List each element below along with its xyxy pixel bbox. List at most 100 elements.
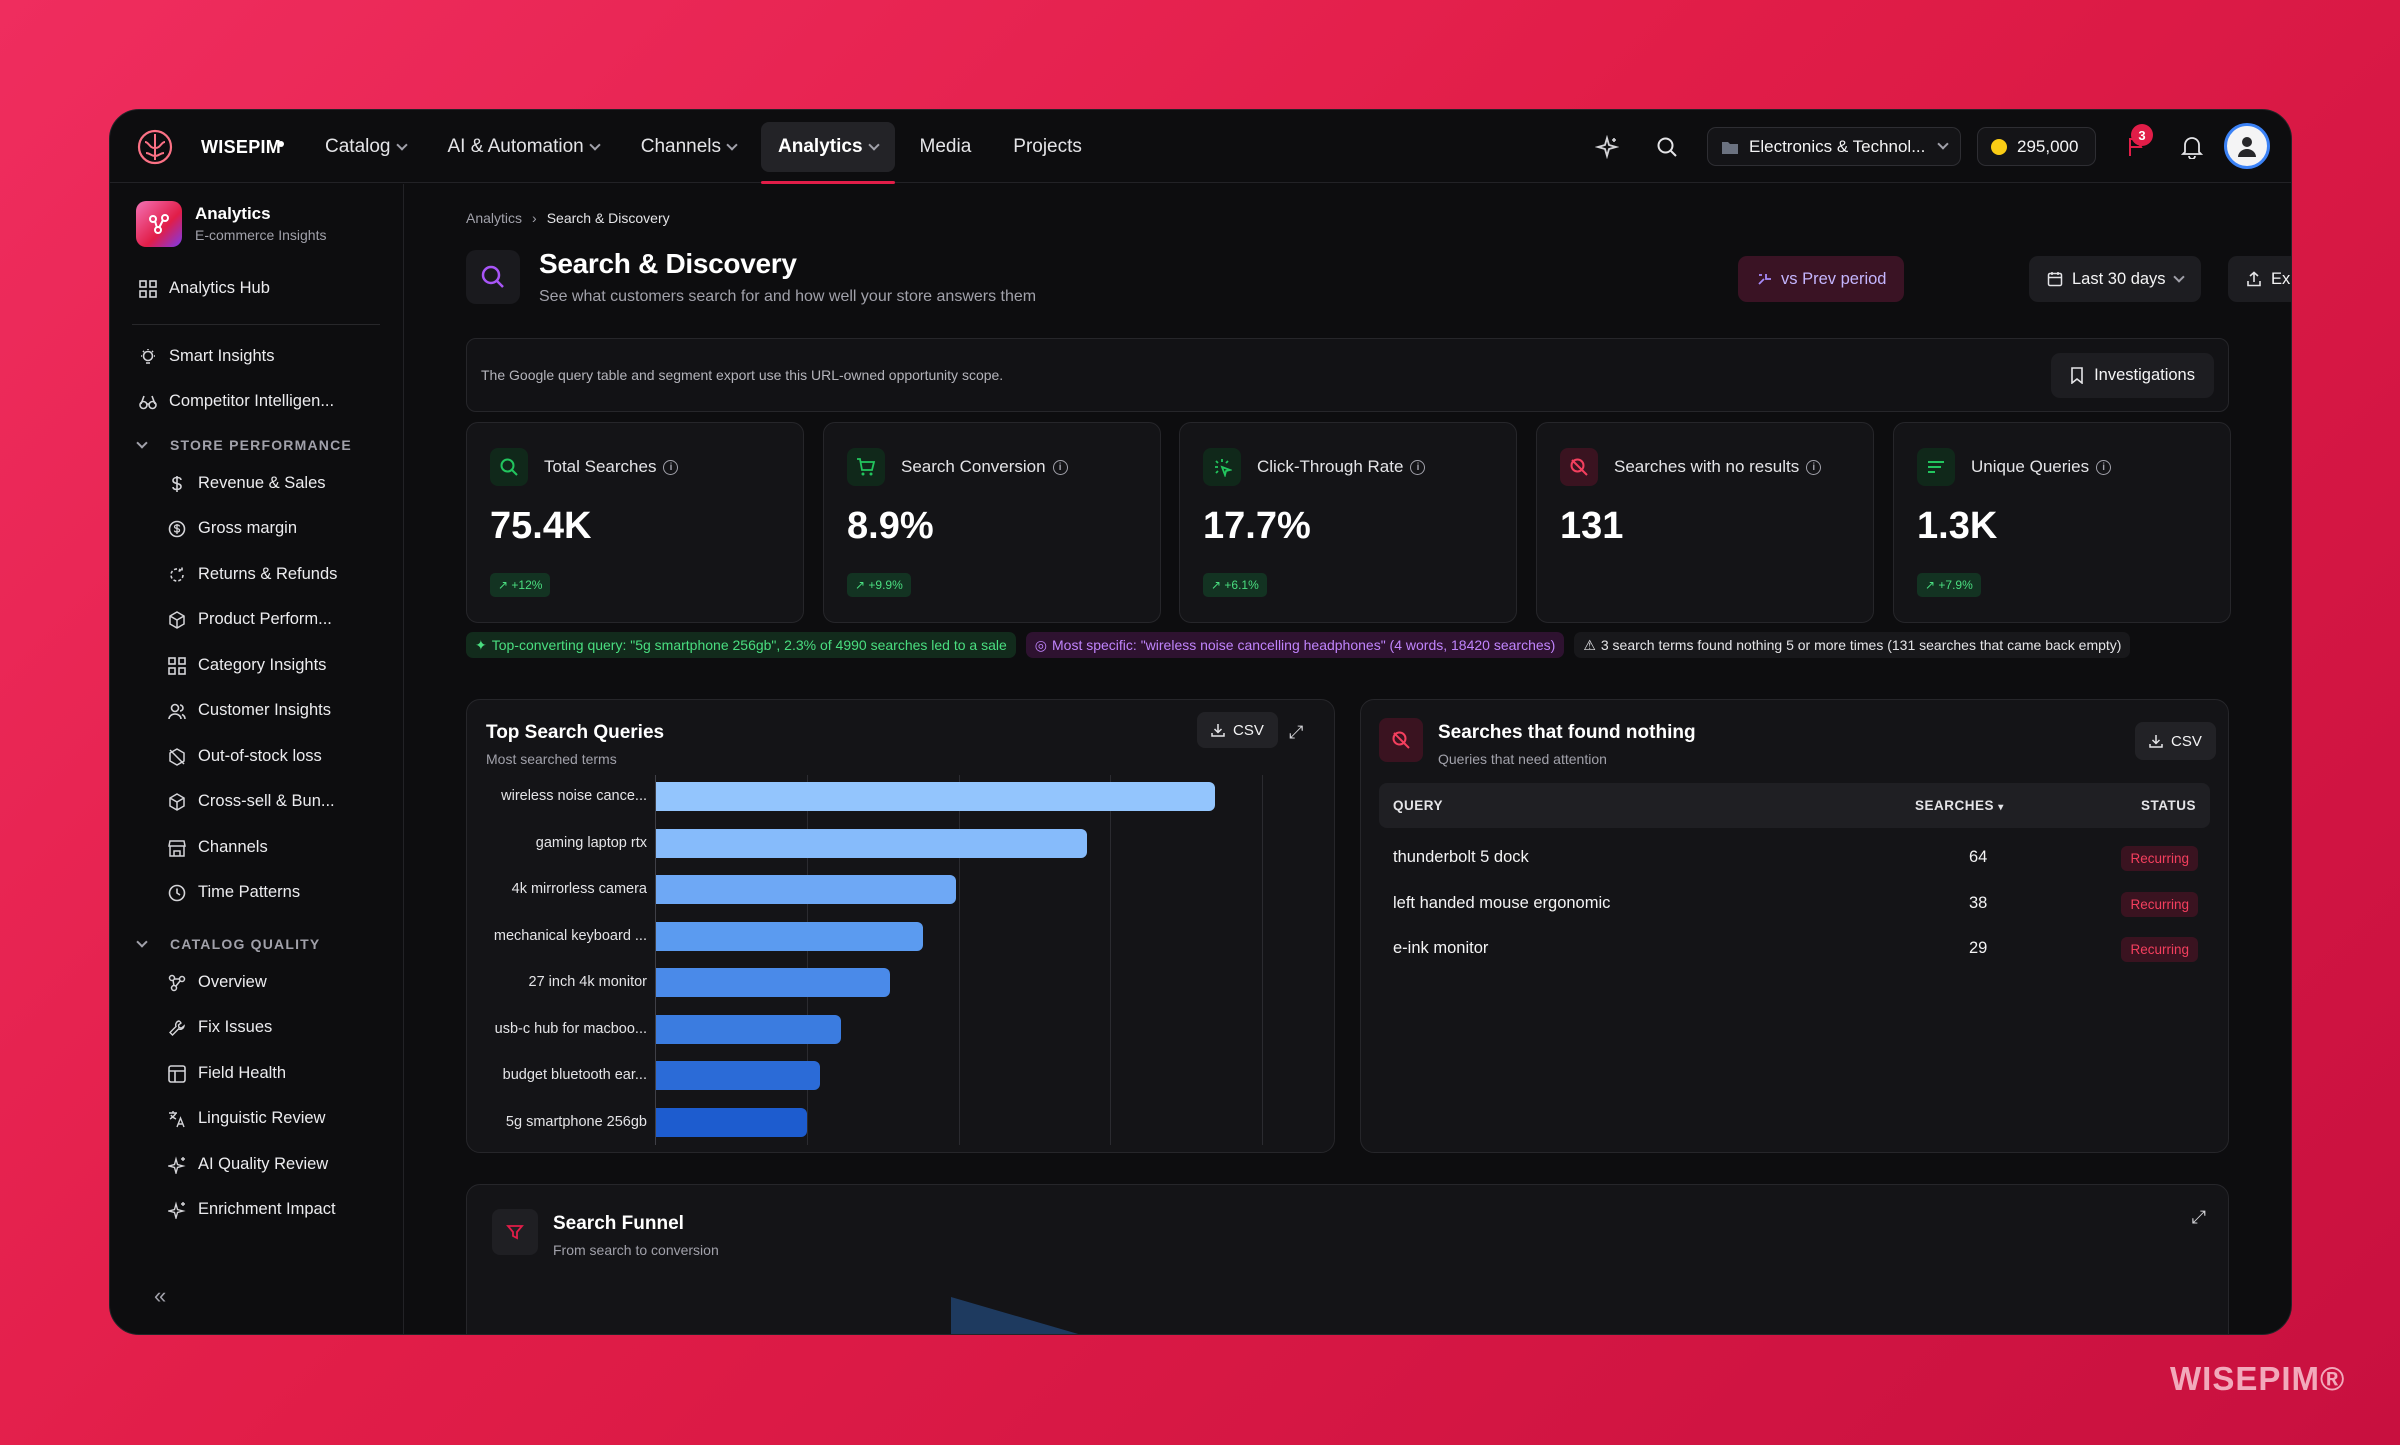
- info-icon[interactable]: i: [1410, 459, 1426, 475]
- bar-6[interactable]: [656, 1061, 820, 1090]
- sidebar-item-competitor-intelligence[interactable]: Competitor Intelligen...: [139, 392, 334, 411]
- watermark-logo: WISEPIM®: [2170, 1360, 2346, 1397]
- refresh-icon: [170, 567, 184, 582]
- expand-icon[interactable]: ⤢: [1289, 722, 1304, 742]
- sidebar-item-overview[interactable]: Overview: [168, 973, 267, 992]
- nav-channels[interactable]: Channels: [624, 122, 753, 172]
- sidebar-item-analytics-hub[interactable]: Analytics Hub: [139, 279, 270, 298]
- sidebar-item-returns-refunds[interactable]: Returns & Refunds: [168, 565, 337, 584]
- csv-download-button[interactable]: CSV: [1197, 712, 1278, 748]
- kpi-label: Total Searches i: [544, 457, 679, 477]
- insight-top-converting[interactable]: ✦ Top-converting query: "5g smartphone 25…: [466, 632, 1016, 658]
- csv-download-button[interactable]: CSV: [2135, 722, 2216, 760]
- sidebar-item-ai-quality-review[interactable]: AI Quality Review: [168, 1155, 328, 1174]
- section-label: STORE PERFORMANCE: [170, 437, 352, 453]
- nav-projects[interactable]: Projects: [996, 122, 1099, 172]
- bar-4[interactable]: [656, 968, 890, 997]
- bar-1[interactable]: [656, 828, 1087, 858]
- sidebar-item-customer-insights[interactable]: Customer Insights: [168, 701, 331, 720]
- sparkle-icon: [168, 1200, 186, 1219]
- users-icon: [168, 703, 186, 719]
- table-row[interactable]: left handed mouse ergonomic 38 Recurring: [1379, 882, 2210, 928]
- sidebar-item-revenue-sales[interactable]: Revenue & Sales: [168, 474, 326, 493]
- search-icon: [490, 448, 528, 486]
- credits-balance[interactable]: 295,000: [1977, 127, 2096, 166]
- bar-3[interactable]: [656, 921, 923, 951]
- ai-sparkle-button[interactable]: [1590, 130, 1624, 164]
- bar-0[interactable]: [656, 782, 1215, 811]
- sidebar-item-cross-sell-bundles[interactable]: Cross-sell & Bun...: [168, 792, 335, 811]
- search-off-icon: [1379, 718, 1423, 762]
- notifications-button[interactable]: [2175, 130, 2209, 164]
- investigations-button[interactable]: Investigations: [2051, 353, 2214, 398]
- table-row[interactable]: e-ink monitor 29 Recurring: [1379, 927, 2210, 973]
- sparkle-icon: [1595, 135, 1619, 159]
- nav-catalog[interactable]: Catalog: [308, 122, 423, 172]
- search-icon: [1657, 137, 1677, 157]
- sidebar-item-label: Channels: [198, 838, 268, 856]
- package-icon: [169, 792, 185, 811]
- info-icon[interactable]: i: [663, 459, 679, 475]
- bar-7[interactable]: [656, 1107, 807, 1137]
- compare-period-button[interactable]: vs Prev period: [1738, 256, 1905, 302]
- info-icon[interactable]: i: [1052, 459, 1068, 475]
- cell-searches: 29: [1969, 939, 1988, 957]
- workspace-name: Electronics & Technol...: [1749, 136, 1926, 156]
- expand-icon[interactable]: ⤢: [2191, 1207, 2206, 1227]
- export-button[interactable]: Export: [2228, 256, 2291, 302]
- info-icon[interactable]: i: [1806, 459, 1822, 475]
- sidebar-item-gross-margin[interactable]: Gross margin: [168, 519, 297, 538]
- card-subtitle: From search to conversion: [553, 1242, 719, 1258]
- column-query[interactable]: QUERY: [1393, 798, 1444, 813]
- cell-searches: 64: [1969, 848, 1988, 866]
- csv-label: CSV: [1233, 721, 1264, 739]
- app-subtitle: E-commerce Insights: [195, 227, 327, 243]
- sidebar-item-category-insights[interactable]: Category Insights: [168, 656, 326, 675]
- sidebar-item-out-of-stock-loss[interactable]: Out-of-stock loss: [168, 747, 322, 766]
- chevron-down-icon: [395, 138, 408, 151]
- sidebar-item-field-health[interactable]: Field Health: [168, 1064, 286, 1083]
- sidebar-item-label: AI Quality Review: [198, 1155, 329, 1173]
- date-range-selector[interactable]: Last 30 days: [2029, 256, 2201, 302]
- download-icon: [2149, 735, 2163, 748]
- alert-count-badge: 3: [2131, 124, 2153, 146]
- sidebar-item-channels[interactable]: Channels: [168, 838, 268, 857]
- status-badge: Recurring: [2121, 892, 2198, 917]
- search-button[interactable]: [1650, 130, 1684, 164]
- nav-analytics[interactable]: Analytics: [761, 122, 896, 184]
- insight-most-specific[interactable]: ◎ Most specific: "wireless noise cancelli…: [1025, 632, 1565, 658]
- workspace-selector[interactable]: Electronics & Technol...: [1707, 127, 1961, 166]
- sidebar-item-time-patterns[interactable]: Time Patterns: [168, 883, 300, 902]
- table-row[interactable]: thunderbolt 5 dock 64 Recurring: [1379, 836, 2210, 882]
- bar-category-label: 27 inch 4k monitor: [528, 974, 647, 990]
- insight-no-results[interactable]: ⚠ 3 search terms found nothing 5 or more …: [1574, 632, 2131, 658]
- wrench-icon: [169, 1019, 186, 1036]
- credits-value: 295,000: [2017, 136, 2079, 156]
- collapse-sidebar-button[interactable]: «: [154, 1283, 166, 1309]
- section-store-performance[interactable]: STORE PERFORMANCE: [136, 436, 352, 453]
- no-results-card: Searches that found nothing Queries that…: [1360, 699, 2229, 1153]
- nav-label: AI & Automation: [447, 136, 584, 157]
- bar-5[interactable]: [656, 1014, 841, 1044]
- sidebar-item-label: Returns & Refunds: [198, 565, 338, 583]
- info-icon[interactable]: i: [2096, 459, 2112, 475]
- section-catalog-quality[interactable]: CATALOG QUALITY: [136, 935, 321, 952]
- bar-2[interactable]: [656, 875, 956, 904]
- bar-category-label: 4k mirrorless camera: [511, 881, 647, 897]
- sidebar-item-linguistic-review[interactable]: Linguistic Review: [168, 1109, 325, 1128]
- section-label: CATALOG QUALITY: [170, 936, 321, 952]
- nav-media[interactable]: Media: [903, 122, 989, 172]
- sidebar-item-smart-insights[interactable]: Smart Insights: [139, 347, 274, 366]
- nav-ai-automation[interactable]: AI & Automation: [431, 122, 616, 172]
- filter-funnel-icon: [492, 1209, 538, 1255]
- app-window: WISEPIM Catalog AI & Automation Channels…: [109, 109, 2292, 1335]
- sidebar-item-enrichment-impact[interactable]: Enrichment Impact: [168, 1200, 336, 1219]
- column-searches[interactable]: SEARCHES ▾: [1915, 798, 2004, 813]
- sidebar-item-fix-issues[interactable]: Fix Issues: [168, 1018, 272, 1037]
- funnel-chart-stage: [951, 1297, 1079, 1334]
- user-avatar[interactable]: [2224, 123, 2270, 169]
- breadcrumb-parent[interactable]: Analytics: [466, 210, 523, 226]
- sidebar-item-product-performance[interactable]: Product Perform...: [168, 610, 332, 629]
- scope-notice: The Google query table and segment expor…: [466, 338, 2229, 412]
- column-status[interactable]: STATUS: [2141, 798, 2196, 813]
